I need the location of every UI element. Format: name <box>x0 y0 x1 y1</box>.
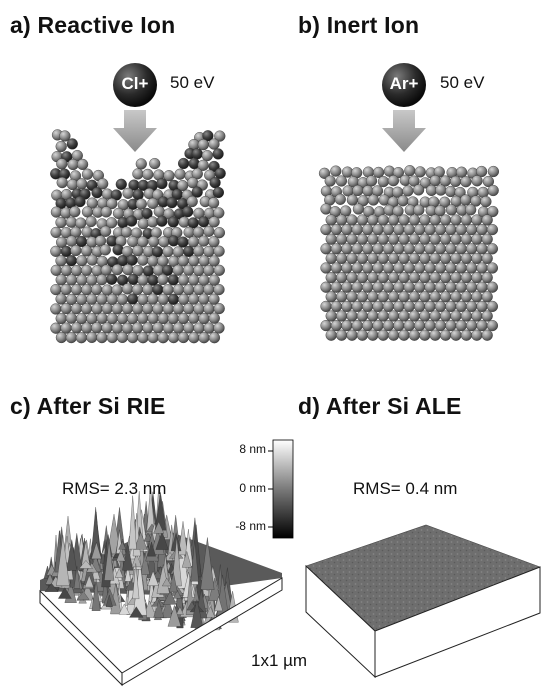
argon-ion-label: Ar+ <box>389 74 419 93</box>
rms-ale: RMS= 0.4 nm <box>353 479 458 498</box>
ion-energy-b: 50 eV <box>440 73 485 92</box>
rms-rie: RMS= 2.3 nm <box>62 479 167 498</box>
ale-afm-surface <box>305 524 541 679</box>
panel-a-title: a) Reactive Ion <box>10 12 176 38</box>
height-colorbar <box>272 439 294 539</box>
rie-afm-surface <box>39 484 283 687</box>
colorbar-label-bottom: -8 nm <box>235 519 266 533</box>
ion-energy-a: 50 eV <box>170 73 215 92</box>
argon-ion-ball <box>382 63 426 107</box>
chlorine-ion-ball <box>113 63 157 107</box>
colorbar-label-mid: 0 nm <box>239 481 266 495</box>
scan-size-label: 1x1 µm <box>251 651 308 670</box>
panel-c-title: c) After Si RIE <box>10 393 166 419</box>
colorbar-label-top: 8 nm <box>239 442 266 456</box>
reactive-etch-atoms <box>50 129 226 344</box>
inert-etch-atoms <box>318 165 500 341</box>
ion-arrow-b <box>382 110 426 152</box>
ion-arrow-a <box>113 110 157 152</box>
chlorine-ion-label: Cl+ <box>121 74 149 93</box>
panel-d-title: d) After Si ALE <box>298 393 462 419</box>
panel-b-title: b) Inert Ion <box>298 12 420 38</box>
